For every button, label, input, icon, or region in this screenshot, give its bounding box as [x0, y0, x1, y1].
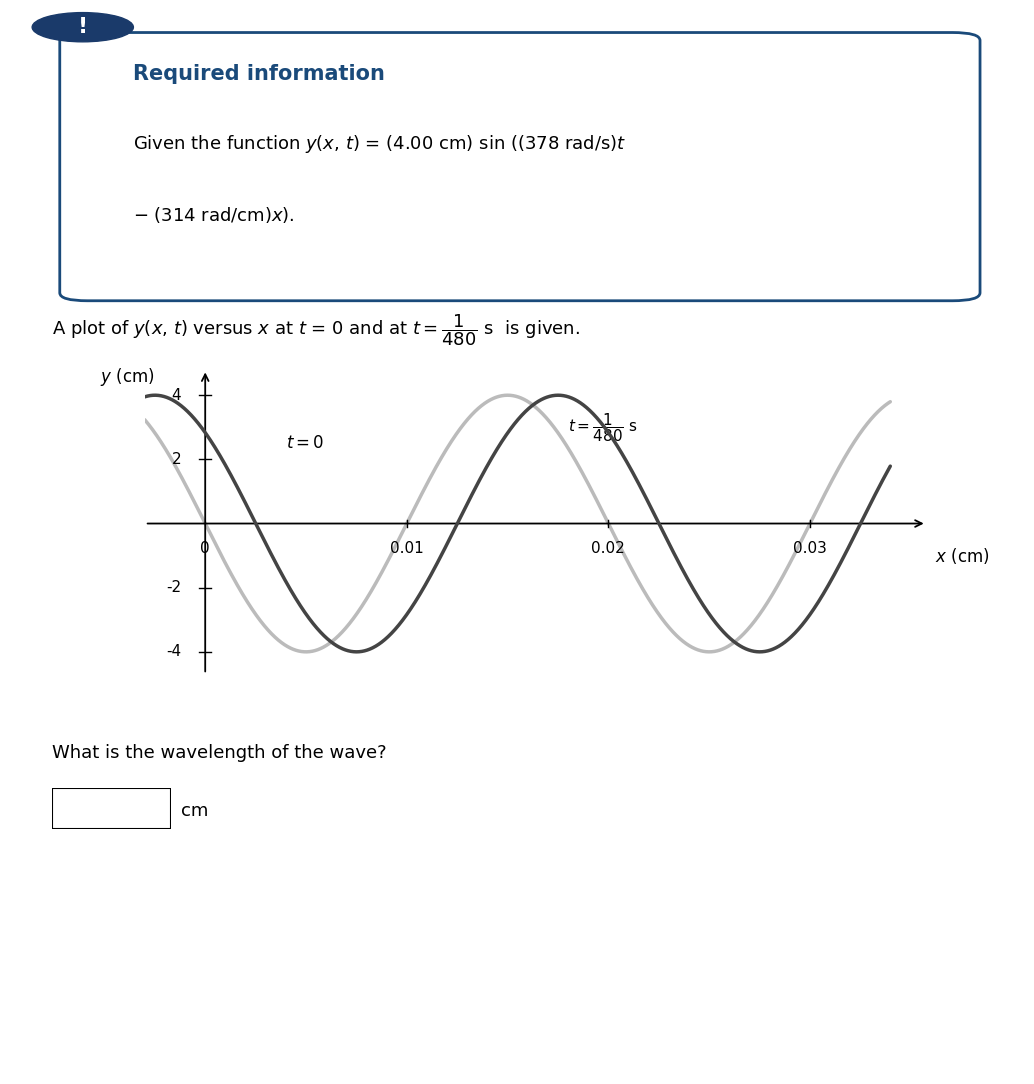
Text: 0.02: 0.02	[591, 541, 626, 556]
Text: $t = \dfrac{1}{480}$ s: $t = \dfrac{1}{480}$ s	[568, 411, 638, 443]
Text: 4: 4	[172, 388, 181, 403]
Text: -4: -4	[165, 644, 181, 659]
Text: $t = 0$: $t = 0$	[285, 435, 325, 452]
Text: Given the function $y$($x$, $t$) = (4.00 cm) sin ((378 rad/s)$t$: Given the function $y$($x$, $t$) = (4.00…	[133, 133, 627, 155]
Text: What is the wavelength of the wave?: What is the wavelength of the wave?	[52, 745, 387, 762]
Text: $y$ (cm): $y$ (cm)	[100, 366, 155, 388]
Text: -2: -2	[165, 580, 181, 595]
Text: $-$ (314 rad/cm)$x$).: $-$ (314 rad/cm)$x$).	[133, 205, 295, 225]
Text: !: !	[78, 17, 88, 37]
Text: Required information: Required information	[133, 64, 386, 85]
FancyBboxPatch shape	[60, 33, 980, 300]
Text: $x$ (cm): $x$ (cm)	[935, 546, 990, 566]
Text: 0.03: 0.03	[793, 541, 826, 556]
Text: 0: 0	[201, 541, 210, 556]
Text: A plot of $y$($x$, $t$) versus $x$ at $t$ = 0 and at $t = \dfrac{1}{480}$ s  is : A plot of $y$($x$, $t$) versus $x$ at $t…	[52, 313, 580, 348]
Text: cm: cm	[181, 802, 208, 820]
Text: 2: 2	[172, 452, 181, 467]
Text: 0.01: 0.01	[390, 541, 424, 556]
Circle shape	[32, 13, 133, 42]
